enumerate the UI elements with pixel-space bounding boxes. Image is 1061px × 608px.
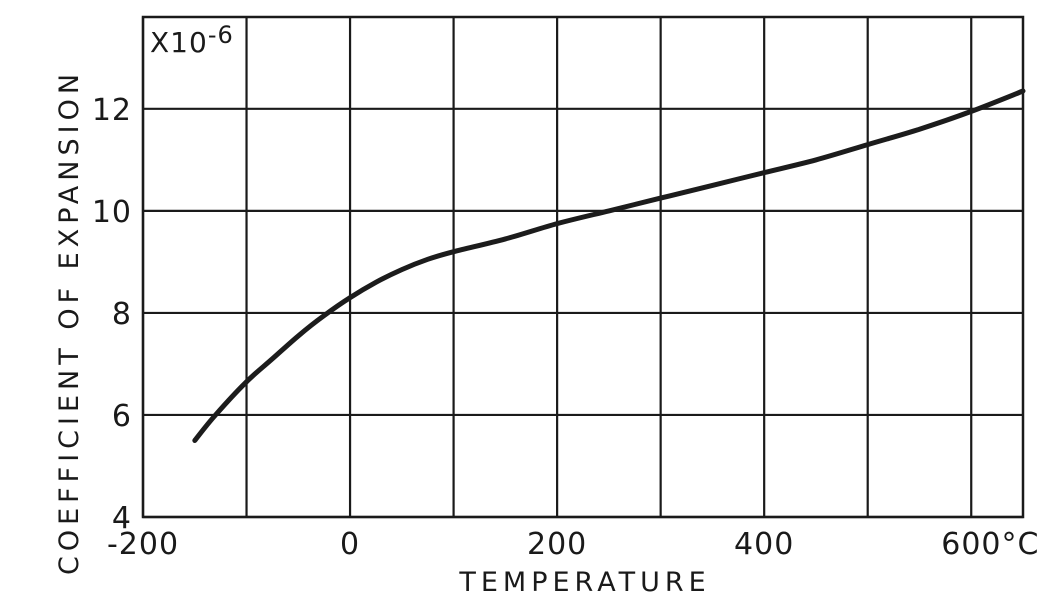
x-axis-label: TEMPERATURE xyxy=(458,567,710,598)
x-tick-label: 600°C xyxy=(941,527,1039,562)
y-scale-multiplier: X10-6 xyxy=(150,21,234,59)
y-tick-label: 4 xyxy=(112,501,132,536)
x-tick-label: 200 xyxy=(527,527,587,562)
series-line xyxy=(192,88,1026,443)
y-tick-label: 12 xyxy=(92,93,132,128)
y-tick-label: 8 xyxy=(112,297,132,332)
x-axis-ticks: -200 0 200 400 600°C xyxy=(107,527,1039,562)
plot-frame xyxy=(141,15,1025,519)
y-axis-ticks: 4 6 8 10 12 xyxy=(92,93,132,536)
x-tick-label: 400 xyxy=(734,527,794,562)
y-tick-label: 6 xyxy=(112,399,132,434)
grid xyxy=(141,17,1023,519)
x-tick-label: 0 xyxy=(340,527,360,562)
y-tick-label: 10 xyxy=(92,195,132,230)
y-axis-label: COEFFICIENT OF EXPANSION xyxy=(54,69,85,575)
x-tick-label: -200 xyxy=(107,527,179,562)
